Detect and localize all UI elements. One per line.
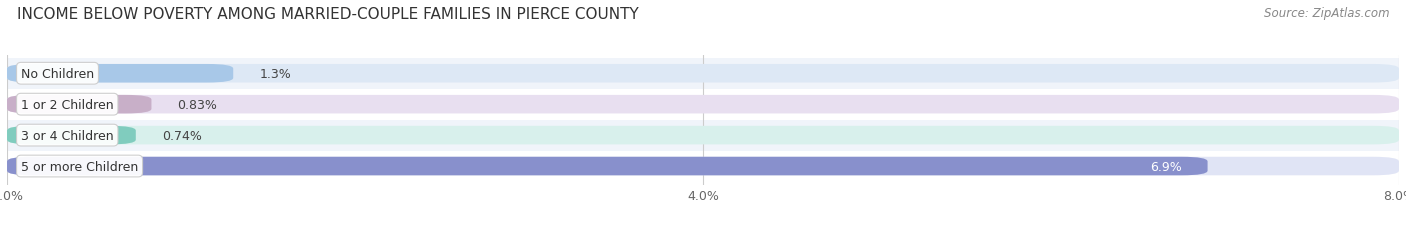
Text: 0.74%: 0.74% (162, 129, 201, 142)
Text: INCOME BELOW POVERTY AMONG MARRIED-COUPLE FAMILIES IN PIERCE COUNTY: INCOME BELOW POVERTY AMONG MARRIED-COUPL… (17, 7, 638, 22)
FancyBboxPatch shape (7, 95, 1399, 114)
Text: 6.9%: 6.9% (1150, 160, 1181, 173)
Text: 3 or 4 Children: 3 or 4 Children (21, 129, 114, 142)
FancyBboxPatch shape (7, 58, 1399, 89)
Text: 1 or 2 Children: 1 or 2 Children (21, 98, 114, 111)
FancyBboxPatch shape (7, 126, 136, 145)
FancyBboxPatch shape (7, 157, 1399, 176)
Text: No Children: No Children (21, 67, 94, 80)
Text: 1.3%: 1.3% (259, 67, 291, 80)
FancyBboxPatch shape (7, 65, 233, 83)
FancyBboxPatch shape (7, 151, 1399, 182)
FancyBboxPatch shape (7, 89, 1399, 120)
Text: 5 or more Children: 5 or more Children (21, 160, 138, 173)
FancyBboxPatch shape (7, 65, 1399, 83)
FancyBboxPatch shape (7, 126, 1399, 145)
Text: 0.83%: 0.83% (177, 98, 218, 111)
Text: Source: ZipAtlas.com: Source: ZipAtlas.com (1264, 7, 1389, 20)
FancyBboxPatch shape (7, 120, 1399, 151)
FancyBboxPatch shape (7, 95, 152, 114)
FancyBboxPatch shape (7, 157, 1208, 176)
